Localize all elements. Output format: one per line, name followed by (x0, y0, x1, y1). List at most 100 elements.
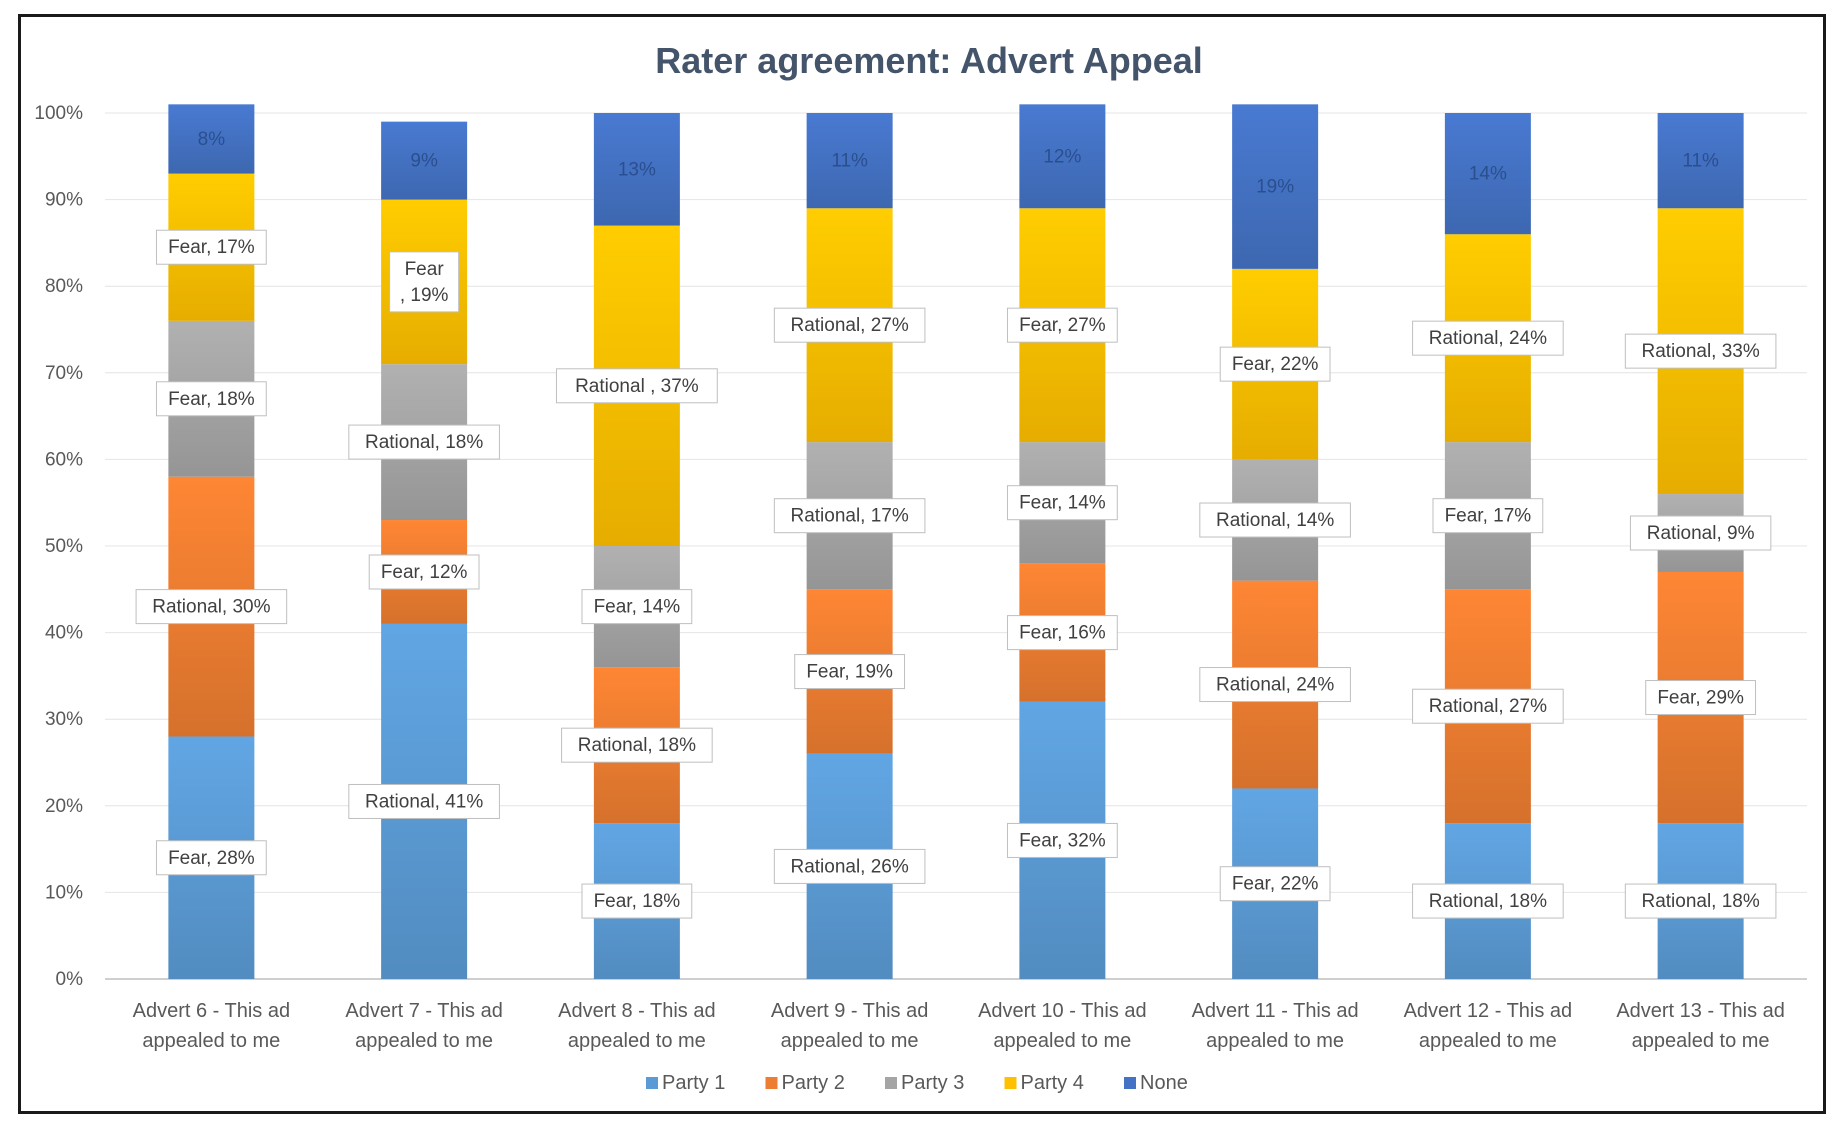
data-label-box (1412, 883, 1564, 919)
data-label-box (1219, 866, 1331, 902)
legend-label: Party 3 (901, 1072, 964, 1094)
data-label-box (348, 424, 500, 460)
data-label: 11% (1682, 151, 1719, 172)
bar-segment-none (168, 104, 255, 174)
y-tick-label: 90% (45, 190, 83, 211)
data-label-box (1412, 688, 1564, 724)
data-label: 12% (1043, 146, 1081, 167)
data-label: Rational, 27% (790, 315, 908, 336)
y-tick-label: 40% (45, 623, 83, 644)
data-label: Rational, 18% (1429, 891, 1547, 912)
data-label-group: Fear, 27% (1006, 307, 1118, 343)
chart-title: Rater agreement: Advert Appeal (655, 40, 1203, 81)
data-label: 13% (618, 159, 656, 180)
x-axis-categories: Advert 6 - This ad appealed to me Advert 7… (133, 1000, 1785, 1052)
data-label-group: Fear, 32% (1006, 822, 1118, 858)
data-label-box (389, 251, 460, 313)
data-label: Fear, 28% (168, 848, 255, 869)
x-category-label: Advert 12 - This ad (1404, 1000, 1573, 1022)
y-tick-label: 60% (45, 449, 83, 470)
x-category-label: appealed to me (568, 1030, 706, 1052)
data-label-group: Fear, 19% (389, 251, 460, 313)
data-label-box (1624, 333, 1777, 369)
data-label: Rational, 26% (790, 856, 908, 877)
data-label: Fear, 27% (1019, 315, 1106, 336)
x-category-label: appealed to me (1632, 1030, 1770, 1052)
x-category-label: Advert 13 - This ad (1616, 1000, 1785, 1022)
data-label-box (561, 727, 713, 763)
data-label-group: Rational, 14% (1199, 502, 1351, 538)
data-label-group: Rational, 18% (561, 727, 713, 763)
bar-segment-none (381, 121, 468, 200)
data-label: Fear, 32% (1019, 830, 1106, 851)
data-label-box (773, 498, 926, 534)
bar-segment-none (1444, 113, 1531, 235)
y-tick-label: 0% (56, 969, 84, 990)
data-label: Rational, 18% (1641, 891, 1759, 912)
data-label-group: Fear, 17% (155, 229, 267, 265)
x-category-label: appealed to me (993, 1030, 1131, 1052)
data-label-box (1006, 615, 1118, 651)
data-label-group: Rational, 17% (773, 498, 926, 534)
data-label: Fear, 18% (168, 389, 255, 410)
data-label-group: Rational, 18% (1412, 883, 1564, 919)
data-label: , 19% (400, 285, 449, 306)
x-category-label: Advert 7 - This ad (345, 1000, 502, 1022)
y-tick-label: 80% (45, 276, 83, 297)
data-label-box (368, 554, 480, 590)
x-category-label: Advert 10 - This ad (978, 1000, 1147, 1022)
data-label: Rational, 30% (152, 597, 270, 618)
data-label-box (581, 883, 693, 919)
data-label: Rational, 33% (1641, 341, 1759, 362)
data-label-group: Fear, 14% (581, 589, 693, 625)
data-label: Fear, 22% (1232, 874, 1319, 895)
data-label-group: Fear, 18% (581, 883, 693, 919)
data-label-box (1199, 667, 1351, 703)
data-label: Fear, 22% (1232, 354, 1319, 375)
data-label: 19% (1256, 177, 1294, 198)
data-label-group: Fear, 22% (1219, 346, 1331, 382)
data-label-group: Rational, 33% (1624, 333, 1777, 369)
data-label: 11% (831, 151, 868, 172)
data-label-box (794, 654, 906, 690)
data-label: Fear, 12% (381, 562, 468, 583)
data-label: 9% (410, 151, 438, 172)
data-label-group: Rational, 9% (1629, 515, 1772, 551)
chart-frame: Rater agreement: Advert Appeal 0% 10% 20% 3… (18, 14, 1826, 1114)
legend-label: Party 1 (662, 1072, 725, 1094)
data-label: Rational, 27% (1429, 696, 1547, 717)
data-label-group: Fear, 19% (794, 654, 906, 690)
data-label-box (155, 840, 267, 876)
bar-segment-none (1232, 104, 1319, 269)
x-category-label: Advert 9 - This ad (771, 1000, 928, 1022)
data-label-box (1006, 307, 1118, 343)
gridlines (105, 112, 1807, 980)
data-label: Rational, 24% (1429, 328, 1547, 349)
y-tick-label: 30% (45, 709, 83, 730)
data-label: Rational , 37% (575, 376, 699, 397)
data-label-group: Rational, 27% (1412, 688, 1564, 724)
data-label-box (1199, 502, 1351, 538)
data-label: Fear, 29% (1657, 688, 1744, 709)
x-category-label: appealed to me (1206, 1030, 1344, 1052)
data-label: Rational, 18% (365, 432, 483, 453)
bar-segment-none (1019, 104, 1106, 209)
data-label: Rational, 9% (1647, 523, 1755, 544)
y-tick-label: 10% (45, 882, 83, 903)
legend-swatch-party-3 (885, 1077, 897, 1089)
legend-label: Party 2 (782, 1072, 845, 1094)
data-label-box (1006, 485, 1118, 521)
data-label: Fear, 14% (594, 597, 681, 618)
legend-swatch-party-2 (765, 1077, 778, 1089)
data-labels: Fear, 28% Rational, 30% Fear, 18% Fear, 17%… (135, 129, 1777, 919)
data-label: Rational, 18% (578, 735, 696, 756)
data-label: Fear, 18% (594, 891, 681, 912)
data-label-group: Fear, 14% (1006, 485, 1118, 521)
data-label-box (1624, 883, 1777, 919)
legend: Party 1 Party 2 Party 3 Party 4 None (646, 1072, 1188, 1094)
legend-label: Party 4 (1021, 1072, 1084, 1094)
data-label: Rational, 14% (1216, 510, 1334, 531)
bars (168, 104, 1744, 979)
data-label-box (1219, 346, 1331, 382)
data-label-box (773, 848, 926, 884)
